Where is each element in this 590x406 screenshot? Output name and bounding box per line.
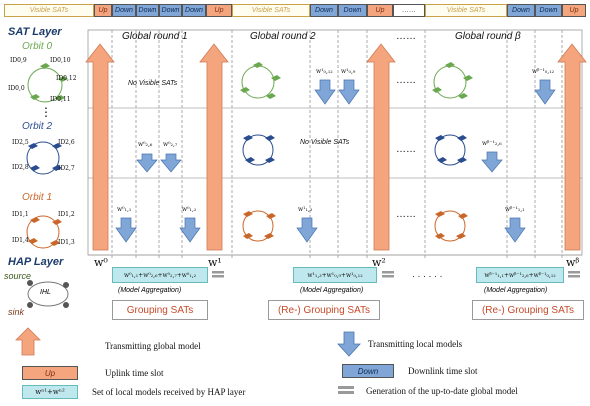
global-model-label: w¹ <box>208 257 222 268</box>
aggregation-label: (Model Aggregation) <box>300 287 363 294</box>
local-arrow <box>339 80 359 104</box>
aggregation-dots: · · · · · · <box>412 272 443 281</box>
header-ellipsis: …… <box>393 4 425 17</box>
header-visible-sats: Visible SATs <box>425 4 507 17</box>
global-model-label: w⁰ <box>94 257 108 268</box>
aggregation-set: w¹₁,₃+w¹₀,₉+w¹₀,₁₂ <box>293 267 377 283</box>
local-arrow <box>180 218 200 242</box>
legend-downlink: Downlink time slot <box>408 367 478 376</box>
sat-id: ID1,2 <box>58 212 75 218</box>
header-up: Up <box>562 4 586 17</box>
grouping-box: (Re-) Grouping SATs <box>268 300 380 320</box>
source-label: source <box>4 272 31 281</box>
local-model-label: w⁰₁,₂ <box>182 207 196 213</box>
header-down: Down <box>507 4 535 17</box>
header-down: Down <box>338 4 367 17</box>
sat-id: ID2,5 <box>12 140 29 146</box>
legend-set-tag: wⁿ¹+wⁿ² <box>22 385 78 399</box>
orbit-dots: ⋮ <box>40 106 52 118</box>
header-down: Down <box>535 4 562 17</box>
legend-transmitting-global: Transmitting global model <box>105 342 201 351</box>
sat-layer-title: SAT Layer <box>8 27 62 38</box>
sink-label: sink <box>8 308 24 317</box>
row-ellipsis: …… <box>396 76 416 86</box>
local-arrow <box>116 218 136 242</box>
sat-id: ID0,10 <box>50 58 71 64</box>
header-down: Down <box>182 4 206 17</box>
header-down: Down <box>310 4 338 17</box>
hap-layer-title: HAP Layer <box>8 257 63 268</box>
legend-set-local: Set of local models received by HAP laye… <box>92 388 245 397</box>
local-arrow <box>505 218 525 242</box>
sat-id: ID2,8 <box>12 165 29 171</box>
orbit-separators <box>88 108 582 255</box>
local-model-label: wᵝ⁻¹₀,₁₂ <box>532 69 554 75</box>
local-model-label: w⁰₁,₁ <box>117 207 131 213</box>
no-visible-note: No Visible SATs <box>128 80 177 87</box>
legend-blue-arrow <box>338 332 360 356</box>
orbit1-title: Orbit 1 <box>22 193 52 203</box>
legend-up-tag: Up <box>22 366 78 380</box>
round-title: Global round 1 <box>122 32 188 42</box>
legend-orange-arrow <box>16 328 40 355</box>
no-visible-note: No Visible SATs <box>300 139 349 146</box>
header-down: Down <box>112 4 136 17</box>
sat-id: ID0,9 <box>10 58 27 64</box>
sat-id: ID1,1 <box>12 212 29 218</box>
local-model-label: w¹₁,₃ <box>298 207 312 213</box>
aggregation-set: w⁰₁,₁+w⁰₂,₆+w⁰₂,₇+w⁰₁,₂ <box>112 267 208 283</box>
local-model-label: w⁰₂,₇ <box>163 142 177 148</box>
round-ellipsis: …… <box>396 32 416 42</box>
orbit0-title: Orbit 0 <box>22 42 52 52</box>
local-arrow <box>482 152 502 172</box>
aggregation-label: (Model Aggregation) <box>118 287 181 294</box>
legend-generation: Generation of the up-to-date global mode… <box>366 387 518 396</box>
local-model-label: w¹₀,₁₂ <box>316 69 333 75</box>
global-arrow-w1 <box>200 44 228 250</box>
local-arrow <box>535 80 555 104</box>
aggregation-label: (Model Aggregation) <box>484 287 547 294</box>
sat-id: ID0,0 <box>8 86 25 92</box>
sat-id: ID0,11 <box>50 97 71 103</box>
header-down: Down <box>136 4 159 17</box>
global-arrow-w0 <box>86 44 114 250</box>
local-arrow <box>137 154 157 172</box>
local-arrow <box>297 218 317 242</box>
legend-uplink: Uplink time slot <box>105 369 164 378</box>
header-up: Up <box>94 4 112 17</box>
sat-id: ID2,6 <box>58 140 75 146</box>
round-title: Global round 2 <box>250 32 316 42</box>
local-arrow <box>315 80 335 104</box>
header-visible-sats: Visible SATs <box>4 4 94 17</box>
global-model-label: wᵝ <box>566 257 579 268</box>
grouping-box: Grouping SATs <box>112 300 208 320</box>
aggregation-set: wᵝ⁻¹₁,₁+wᵝ⁻¹₂,₆+wᵝ⁻¹₀,₁₂ <box>476 267 564 283</box>
local-model-label: wᵝ⁻¹₁,₁ <box>505 207 525 213</box>
header-down: Down <box>159 4 182 17</box>
local-model-label: wᵝ⁻¹₂,₆ <box>482 141 502 147</box>
grouping-box: (Re-) Grouping SATs <box>472 300 584 320</box>
header-up: Up <box>367 4 393 17</box>
legend-transmitting-local: Transmitting local models <box>368 340 462 349</box>
round-title: Global round β <box>455 32 521 42</box>
ihl-label: IHL <box>40 289 51 296</box>
sat-id: ID0,12 <box>56 76 77 82</box>
local-model-label: w⁰₂,₆ <box>138 142 152 148</box>
header-visible-sats: Visible SATs <box>232 4 310 17</box>
sat-id: ID1,3 <box>58 240 75 246</box>
sat-id: ID1,4 <box>12 238 29 244</box>
local-model-label: w¹₀,₉ <box>341 69 355 75</box>
legend-down-tag: Down <box>342 364 394 378</box>
sat-id: ID2,7 <box>58 166 75 172</box>
row-ellipsis: …… <box>396 145 416 155</box>
global-arrow-w2 <box>367 44 395 250</box>
orbit2-title: Orbit 2 <box>22 122 52 132</box>
legend-generation-icon <box>338 386 354 389</box>
header-up: Up <box>206 4 232 17</box>
local-arrow <box>161 154 181 172</box>
row-ellipsis: …… <box>396 210 416 220</box>
